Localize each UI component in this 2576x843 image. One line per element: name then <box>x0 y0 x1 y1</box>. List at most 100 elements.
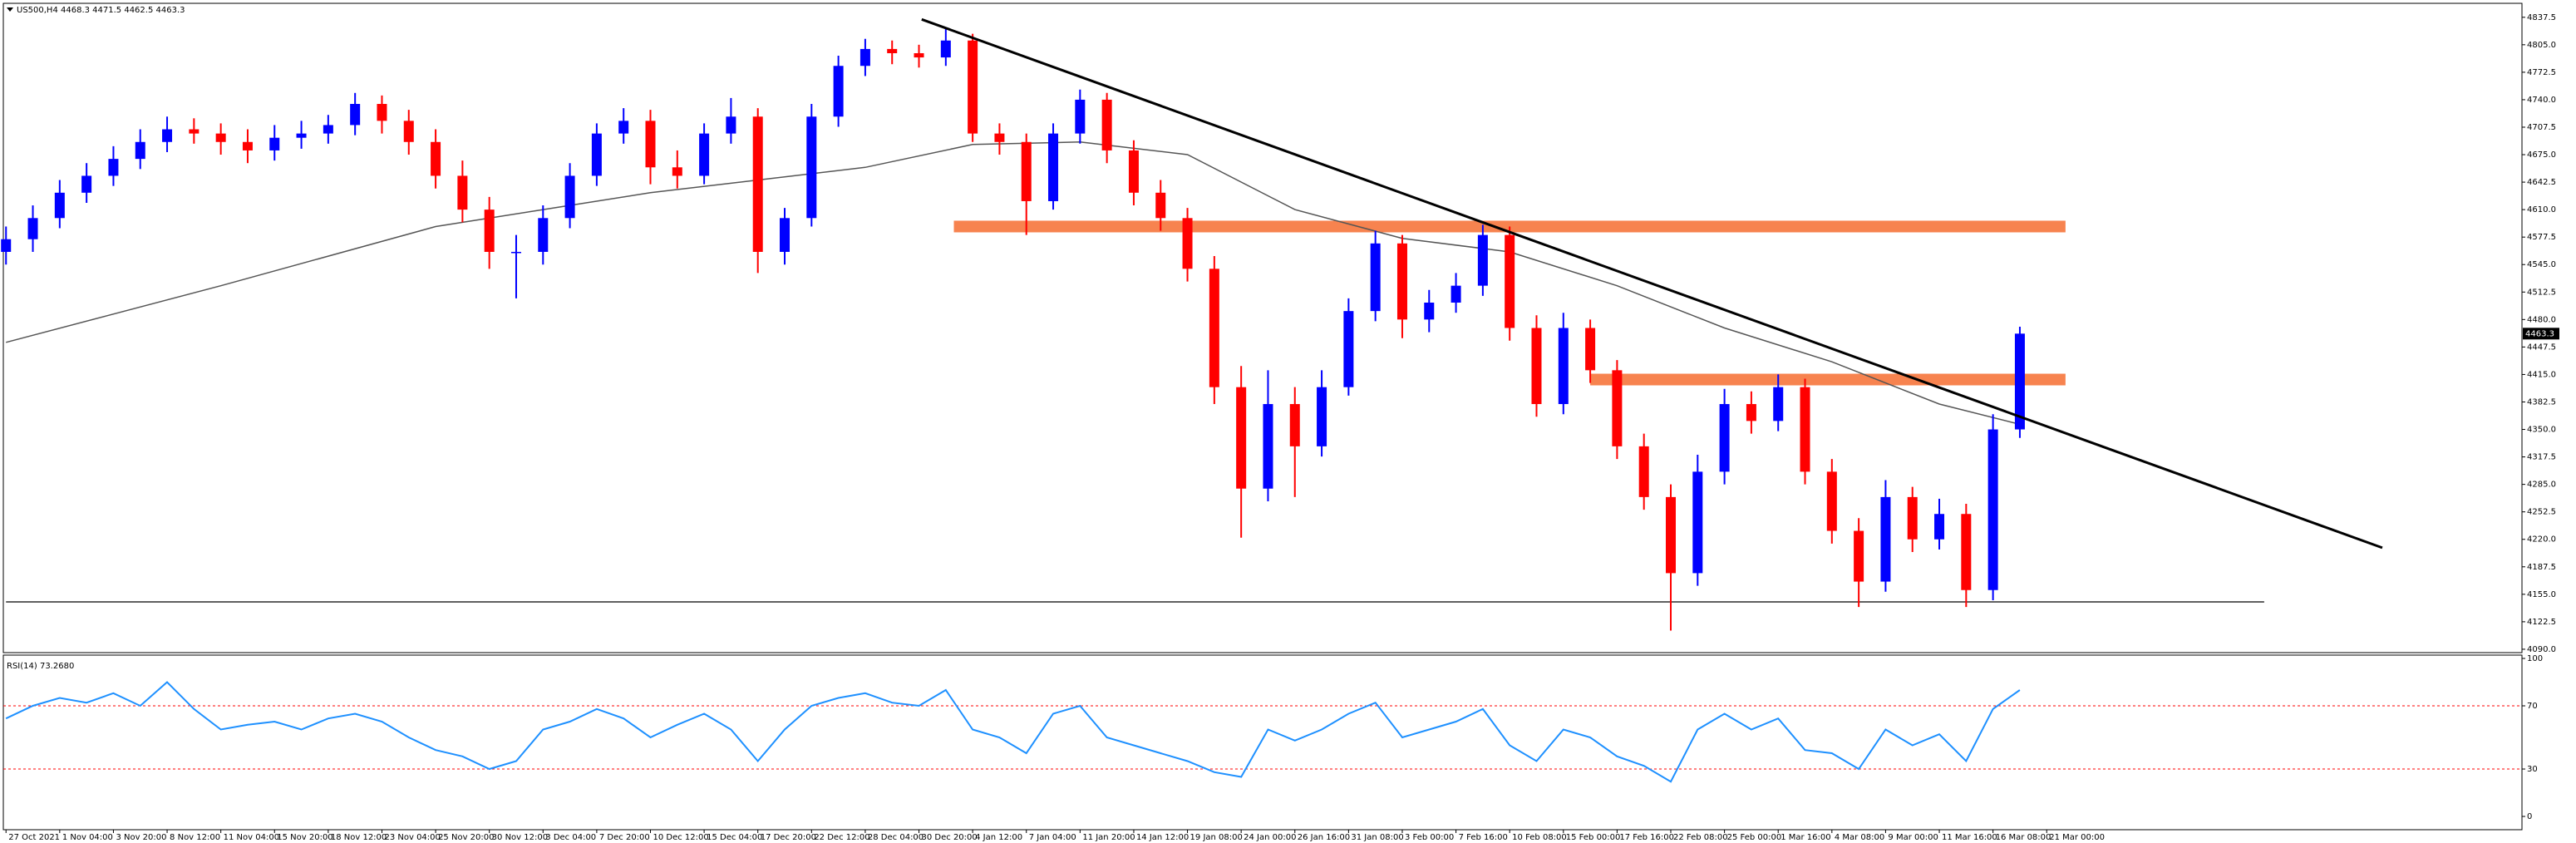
candle-body <box>431 141 441 176</box>
candle-body <box>242 141 253 150</box>
y-tick-label: 4577.5 <box>2527 233 2556 242</box>
candle-body <box>54 192 65 219</box>
candle-body <box>1612 370 1623 446</box>
x-tick-label: 15 Nov 20:00 <box>277 833 332 842</box>
x-tick-label: 11 Mar 16:00 <box>1942 833 1997 842</box>
y-tick-label: 4805.0 <box>2527 41 2556 50</box>
trendline <box>921 17 2383 550</box>
x-tick-label: 14 Jan 12:00 <box>1136 833 1189 842</box>
x-tick-label: 23 Nov 04:00 <box>384 833 440 842</box>
x-tick-label: 27 Oct 2021 <box>8 833 60 842</box>
rsi-panel-frame <box>2 654 2523 831</box>
candle-body <box>510 251 521 254</box>
y-tick-label: 4415.0 <box>2527 370 2556 379</box>
candle-body <box>1800 387 1810 472</box>
candle-body <box>914 52 924 58</box>
x-tick-label: 16 Mar 08:00 <box>1996 833 2051 842</box>
candle-body <box>618 121 629 134</box>
candle-body <box>1773 387 1784 422</box>
y-tick-label: 4252.5 <box>2527 508 2556 517</box>
candle-body <box>1021 141 1032 201</box>
x-tick-label: 3 Nov 20:00 <box>116 833 166 842</box>
candle-body <box>1424 302 1435 320</box>
x-tick-label: 22 Feb 08:00 <box>1673 833 1728 842</box>
current-price-label: 4463.3 <box>2525 329 2554 338</box>
y-tick-label: 4610.0 <box>2527 205 2556 214</box>
x-tick-label: 11 Nov 04:00 <box>224 833 279 842</box>
x-tick-label: 4 Mar 08:00 <box>1835 833 1884 842</box>
y-tick-label: 0 <box>2527 812 2532 821</box>
x-tick-label: 7 Jan 04:00 <box>1029 833 1076 842</box>
candle-body <box>645 121 656 168</box>
x-tick-label: 8 Nov 12:00 <box>170 833 220 842</box>
candle-body <box>591 133 602 176</box>
y-tick-label: 4155.0 <box>2527 590 2556 599</box>
x-tick-label: 18 Nov 12:00 <box>331 833 387 842</box>
candle-body <box>1961 514 1972 590</box>
price-panel-frame <box>2 2 2523 653</box>
x-tick-label: 28 Dec 04:00 <box>868 833 924 842</box>
candle-body <box>1101 99 1112 150</box>
x-tick-label: 24 Jan 00:00 <box>1244 833 1296 842</box>
candle-body <box>189 129 199 134</box>
candle-body <box>1263 404 1273 489</box>
candle-body <box>672 167 682 176</box>
x-tick-label: 26 Jan 16:00 <box>1298 833 1350 842</box>
y-tick-label: 4512.5 <box>2527 288 2556 297</box>
candle-body <box>780 218 791 252</box>
y-tick-label: 4740.0 <box>2527 96 2556 105</box>
y-tick-label: 4545.0 <box>2527 260 2556 269</box>
candle-body <box>1854 530 1864 582</box>
candle-body <box>1155 192 1166 219</box>
candle-body <box>726 116 736 134</box>
candle-body <box>538 218 549 252</box>
candle-body <box>135 141 145 160</box>
candle-body <box>1343 311 1354 387</box>
candle-body <box>994 133 1005 142</box>
candle-body <box>1477 234 1488 286</box>
rsi-line <box>5 681 2021 783</box>
y-tick-label: 4447.5 <box>2527 343 2556 352</box>
candle-body <box>1236 387 1247 489</box>
candle-body <box>1907 496 1918 540</box>
candle-body <box>1531 328 1542 405</box>
x-tick-label: 4 Jan 12:00 <box>975 833 1022 842</box>
candle-body <box>323 125 333 134</box>
candle-body <box>2014 333 2025 430</box>
symbol-header: US500,H4 4468.3 4471.5 4462.5 4463.3 <box>17 6 185 15</box>
y-tick-label: 4122.5 <box>2527 618 2556 627</box>
candle-body <box>1317 387 1327 446</box>
menu-arrow[interactable] <box>7 7 13 12</box>
candle-body <box>1505 234 1515 328</box>
x-tick-label: 10 Feb 08:00 <box>1512 833 1567 842</box>
y-tick-label: 4285.0 <box>2527 481 2556 490</box>
y-tick-label: 4772.5 <box>2527 68 2556 77</box>
candle-body <box>833 66 844 117</box>
candle-body <box>1075 99 1086 134</box>
x-tick-label: 31 Jan 08:00 <box>1351 833 1403 842</box>
candle-body <box>484 210 495 252</box>
candle-body <box>403 121 414 142</box>
x-tick-label: 17 Dec 20:00 <box>761 833 816 842</box>
candle-body <box>1396 243 1407 320</box>
x-tick-label: 1 Nov 04:00 <box>62 833 113 842</box>
rsi-title: RSI(14) 73.2680 <box>7 662 74 671</box>
y-tick-label: 4675.0 <box>2527 150 2556 160</box>
candle-body <box>1934 514 1945 540</box>
x-tick-label: 3 Dec 04:00 <box>545 833 596 842</box>
candle-body <box>806 116 817 219</box>
y-tick-label: 70 <box>2527 702 2538 711</box>
candle-body <box>1128 150 1139 193</box>
candle-body <box>1880 496 1891 582</box>
x-tick-label: 15 Dec 04:00 <box>707 833 762 842</box>
y-tick-label: 4090.0 <box>2527 645 2556 654</box>
candle-body <box>887 48 898 53</box>
candle-body <box>296 133 307 138</box>
y-tick-label: 30 <box>2527 765 2538 774</box>
candle-body <box>1719 404 1730 472</box>
candle-body <box>1048 133 1059 201</box>
x-tick-label: 7 Feb 16:00 <box>1459 833 1508 842</box>
candle-body <box>1746 404 1756 422</box>
x-tick-label: 30 Dec 20:00 <box>922 833 978 842</box>
